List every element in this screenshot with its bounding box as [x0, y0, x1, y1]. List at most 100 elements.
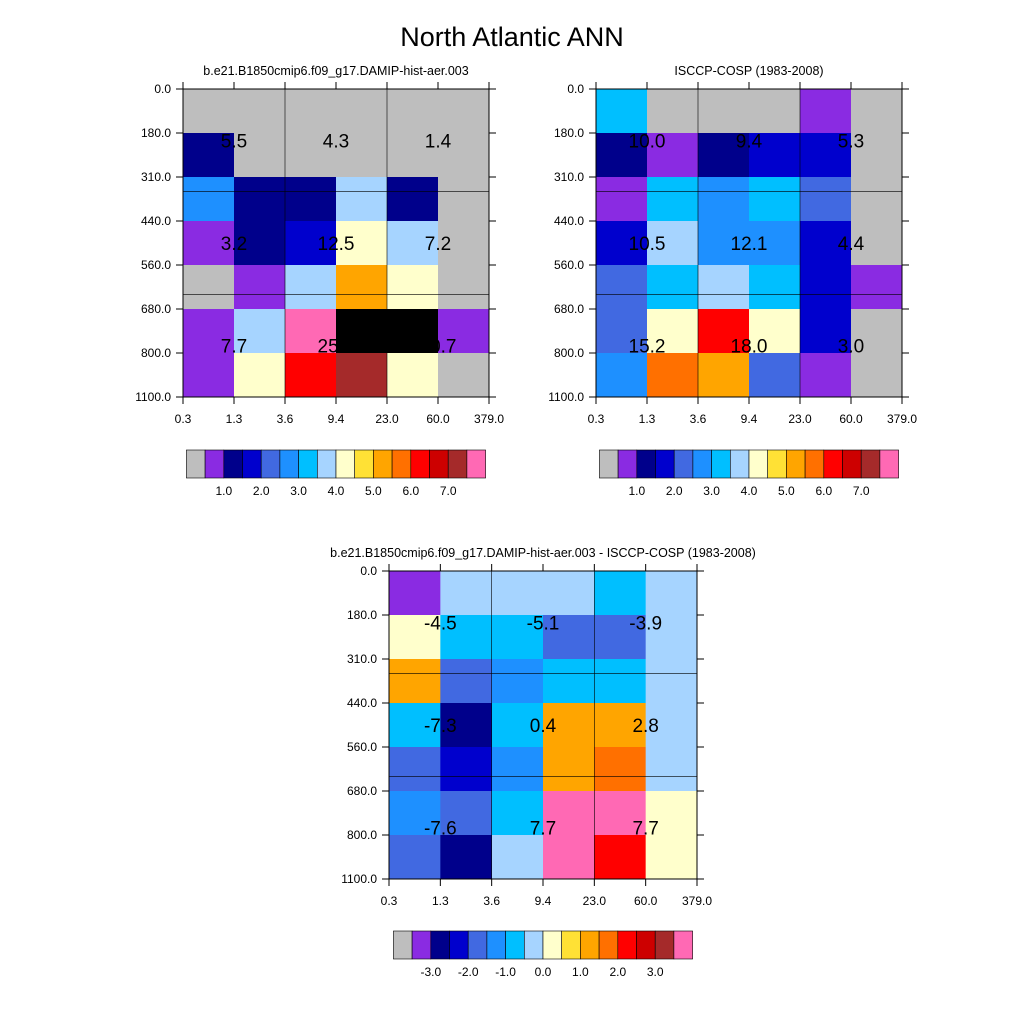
- heatmap-cell: [387, 133, 439, 178]
- heatmap-cell: [491, 571, 544, 616]
- colorbar-swatch: [655, 449, 675, 479]
- colorbar-swatch: [636, 930, 656, 960]
- colorbar-swatch: [617, 449, 638, 479]
- heatmap-cell: [438, 265, 490, 310]
- colorbar-swatch: [580, 930, 600, 960]
- y-tick-label: 1100.0: [135, 390, 171, 404]
- panel-title: b.e21.B1850cmip6.f09_g17.DAMIP-hist-aer.…: [203, 64, 468, 78]
- heatmap-cell: [285, 265, 337, 310]
- figure-title: North Atlantic ANN: [400, 22, 624, 52]
- colorbar-label: 5.0: [365, 484, 382, 498]
- heatmap-cell: [800, 309, 852, 354]
- x-tick-label: 60.0: [839, 412, 863, 426]
- heatmap-cell: [438, 221, 490, 266]
- colorbar-label: 7.0: [440, 484, 457, 498]
- heatmap-cell: [389, 703, 441, 748]
- heatmap-cell: [698, 309, 750, 354]
- x-tick-label: 9.4: [535, 894, 552, 908]
- colorbar-label: 5.0: [778, 484, 795, 498]
- heatmap-cell: [800, 133, 852, 178]
- heatmap-cell: [234, 89, 286, 134]
- x-tick-label: 379.0: [474, 412, 504, 426]
- heatmap-cell: [851, 177, 903, 222]
- heatmap-cell: [851, 221, 903, 266]
- heatmap-cell: [336, 353, 388, 398]
- colorbar-swatch: [748, 449, 769, 479]
- heatmap-cell: [387, 265, 439, 310]
- heatmap-cell: [594, 703, 647, 748]
- y-tick-label: 680.0: [141, 302, 171, 316]
- panel-title: ISCCP-COSP (1983-2008): [674, 64, 823, 78]
- x-tick-label: 379.0: [887, 412, 917, 426]
- data-label: 12.1: [731, 234, 768, 255]
- x-tick-label: 379.0: [682, 894, 712, 908]
- colorbar-swatch: [186, 449, 206, 479]
- heatmap-cell: [645, 571, 698, 616]
- x-tick-label: 3.6: [483, 894, 500, 908]
- heatmap-cell: [594, 615, 647, 660]
- heatmap-cell: [285, 177, 337, 222]
- colorbar-swatch: [411, 930, 432, 960]
- y-tick-label: 0.0: [154, 82, 171, 96]
- y-tick-label: 180.0: [347, 608, 377, 622]
- colorbar-swatch: [429, 449, 449, 479]
- heatmap-cell: [336, 133, 388, 178]
- heatmap-cell: [647, 265, 699, 310]
- heatmap-cell: [389, 791, 441, 836]
- x-tick-label: 1.3: [639, 412, 656, 426]
- heatmap-cell: [234, 353, 286, 398]
- colorbar-swatch: [505, 930, 525, 960]
- heatmap-cell: [387, 221, 439, 266]
- heatmap-cell: [596, 221, 648, 266]
- heatmap-cell: [389, 747, 441, 792]
- heatmap-cell: [183, 353, 235, 398]
- y-tick-label: 1100.0: [341, 872, 377, 886]
- heatmap-cell: [851, 309, 903, 354]
- data-label: 18.0: [731, 337, 768, 358]
- y-tick-label: 560.0: [347, 740, 377, 754]
- heatmap-cell: [647, 221, 699, 266]
- y-tick-label: 310.0: [554, 170, 584, 184]
- heatmap-cell: [183, 265, 235, 310]
- heatmap-cell: [698, 353, 750, 398]
- heatmap-cell: [234, 265, 286, 310]
- heatmap-cell: [800, 89, 852, 134]
- colorbar-swatch: [523, 930, 544, 960]
- heatmap-cell: [183, 89, 235, 134]
- heatmap-cell: [285, 133, 337, 178]
- colorbar-swatch: [354, 449, 374, 479]
- heatmap-cell: [491, 747, 544, 792]
- colorbar-swatch: [298, 449, 318, 479]
- heatmap-cell: [543, 659, 595, 704]
- colorbar-label: 6.0: [402, 484, 419, 498]
- colorbar-swatch: [879, 449, 899, 479]
- colorbar-swatch: [204, 449, 225, 479]
- heatmap-cell: [698, 133, 750, 178]
- heatmap-cell: [645, 615, 698, 660]
- heatmap-cell: [749, 89, 801, 134]
- data-label: 10.0: [629, 131, 666, 152]
- colorbar-swatch: [692, 449, 712, 479]
- heatmap-cell: [438, 133, 490, 178]
- colorbar-label: 1.0: [628, 484, 645, 498]
- heatmap-cell: [389, 659, 441, 704]
- colorbar-swatch: [486, 930, 506, 960]
- y-tick-label: 440.0: [554, 214, 584, 228]
- colorbar-swatch: [279, 449, 299, 479]
- x-tick-label: 0.3: [588, 412, 605, 426]
- y-tick-label: 310.0: [347, 652, 377, 666]
- colorbar-swatch: [860, 449, 881, 479]
- x-tick-label: 0.3: [175, 412, 192, 426]
- y-tick-label: 0.0: [360, 564, 377, 578]
- x-tick-label: 3.6: [277, 412, 294, 426]
- heatmap-cell: [851, 89, 903, 134]
- heatmap-cell: [336, 177, 388, 222]
- colorbar-swatch: [654, 930, 675, 960]
- data-label: 4.3: [323, 131, 349, 152]
- heatmap-cell: [749, 309, 801, 354]
- y-tick-label: 0.0: [567, 82, 584, 96]
- y-tick-label: 560.0: [141, 258, 171, 272]
- colorbar-label: 4.0: [328, 484, 345, 498]
- heatmap-cell: [698, 177, 750, 222]
- colorbar-swatch: [430, 930, 450, 960]
